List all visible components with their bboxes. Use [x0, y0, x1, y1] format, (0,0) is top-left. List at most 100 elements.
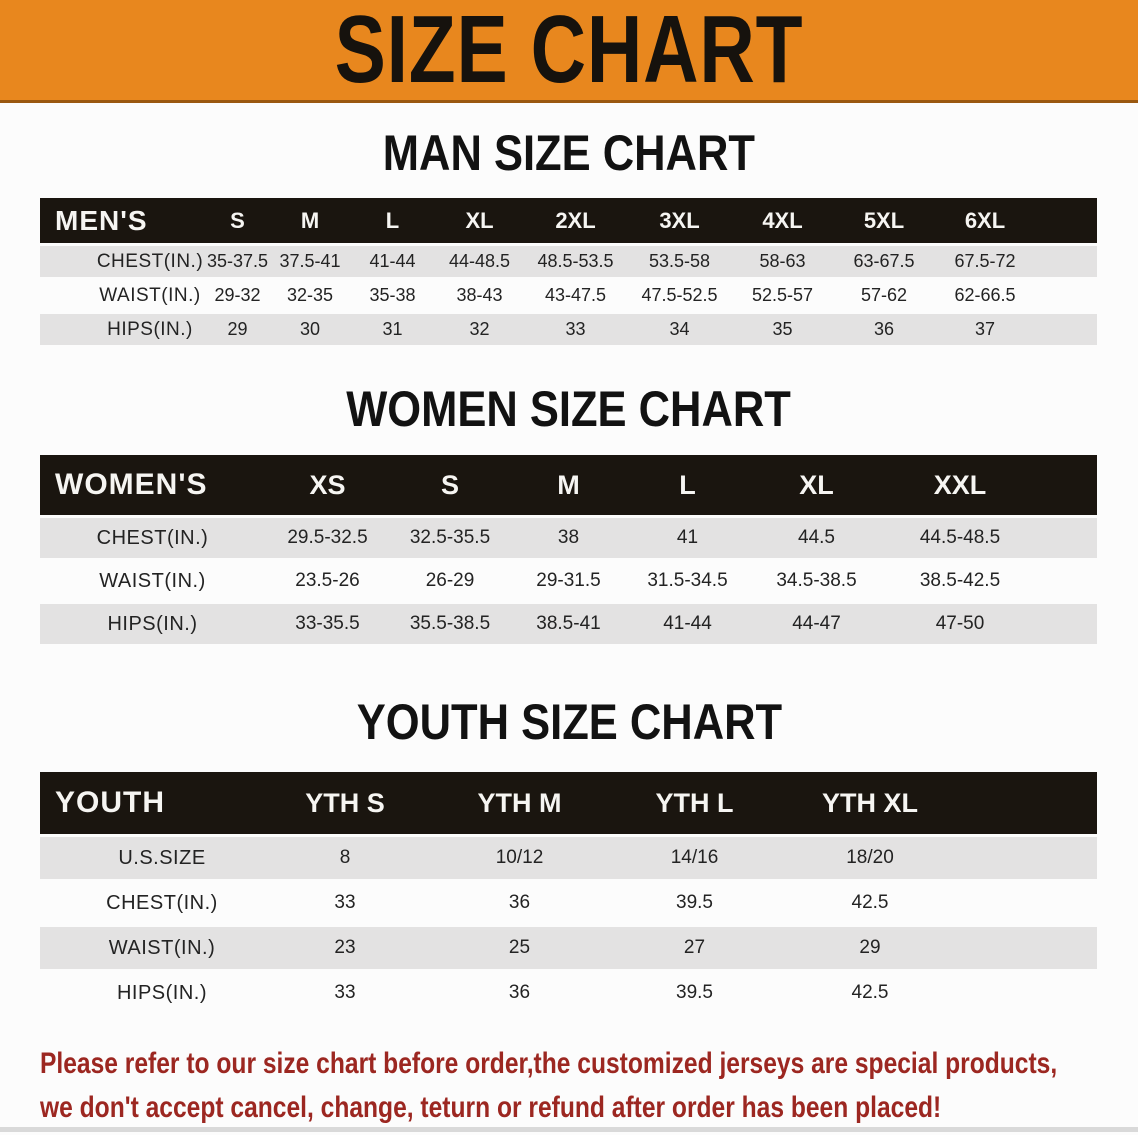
- size-header: XL: [435, 198, 524, 243]
- size-header: S: [205, 198, 270, 243]
- cell: 37: [935, 314, 1035, 345]
- cell: 31.5-34.5: [627, 561, 748, 601]
- filler-cell: [1035, 246, 1097, 277]
- size-header: M: [270, 198, 350, 243]
- cell: 36: [432, 882, 607, 924]
- cell: 29-31.5: [510, 561, 627, 601]
- row-label: HIPS(IN.): [40, 604, 265, 644]
- cell: 32-35: [270, 280, 350, 311]
- cell: 35: [732, 314, 833, 345]
- row-label: CHEST(IN.): [40, 882, 258, 924]
- filler-cell: [1035, 604, 1097, 644]
- disclaimer-line-2-text: we don't accept cancel, change, teturn o…: [40, 1091, 942, 1124]
- cell: 43-47.5: [524, 280, 627, 311]
- cell: 27: [607, 927, 782, 969]
- size-header: YTH M: [432, 772, 607, 834]
- men-size-table: MEN'S S M L XL 2XL 3XL 4XL 5XL 6XL CHEST…: [40, 195, 1097, 348]
- cell: 62-66.5: [935, 280, 1035, 311]
- cell: 44-47: [748, 604, 885, 644]
- row-label: CHEST(IN.): [40, 518, 265, 558]
- youth-header-label: YOUTH: [40, 772, 258, 834]
- filler-cell: [1035, 518, 1097, 558]
- size-header: L: [350, 198, 435, 243]
- size-header: YTH S: [258, 772, 432, 834]
- cell: 42.5: [782, 972, 958, 1014]
- table-row: WAIST(IN.) 23.5-26 26-29 29-31.5 31.5-34…: [40, 561, 1097, 601]
- women-header-label: WOMEN'S: [40, 455, 265, 515]
- table-row: CHEST(IN.) 33 36 39.5 42.5: [40, 882, 1097, 924]
- cell: 8: [258, 837, 432, 879]
- cell: 38: [510, 518, 627, 558]
- youth-section-title: YOUTH SIZE CHART: [0, 697, 1138, 747]
- cell: 25: [432, 927, 607, 969]
- table-row: U.S.SIZE 8 10/12 14/16 18/20: [40, 837, 1097, 879]
- table-row: CHEST(IN.) 29.5-32.5 32.5-35.5 38 41 44.…: [40, 518, 1097, 558]
- cell: 35.5-38.5: [390, 604, 510, 644]
- cell: 33: [258, 882, 432, 924]
- row-label: CHEST(IN.): [40, 246, 205, 277]
- table-row: CHEST(IN.) 35-37.5 37.5-41 41-44 44-48.5…: [40, 246, 1097, 277]
- cell: 53.5-58: [627, 246, 732, 277]
- cell: 41-44: [627, 604, 748, 644]
- filler-cell: [958, 927, 1097, 969]
- cell: 30: [270, 314, 350, 345]
- women-section-title-text: WOMEN SIZE CHART: [346, 381, 792, 437]
- cell: 35-37.5: [205, 246, 270, 277]
- size-header: YTH L: [607, 772, 782, 834]
- men-section-title-text: MAN SIZE CHART: [382, 125, 756, 181]
- youth-section-title-text: YOUTH SIZE CHART: [356, 694, 782, 750]
- size-header: XL: [748, 455, 885, 515]
- cell: 39.5: [607, 882, 782, 924]
- table-row: WAIST(IN.) 23 25 27 29: [40, 927, 1097, 969]
- cell: 48.5-53.5: [524, 246, 627, 277]
- size-header: L: [627, 455, 748, 515]
- size-header: XS: [265, 455, 390, 515]
- row-label: WAIST(IN.): [40, 561, 265, 601]
- cell: 34.5-38.5: [748, 561, 885, 601]
- table-row: HIPS(IN.) 33 36 39.5 42.5: [40, 972, 1097, 1014]
- cell: 29-32: [205, 280, 270, 311]
- cell: 41: [627, 518, 748, 558]
- size-header: YTH XL: [782, 772, 958, 834]
- disclaimer-line-1-text: Please refer to our size chart before or…: [40, 1047, 1058, 1080]
- filler-cell: [1035, 198, 1097, 243]
- cell: 58-63: [732, 246, 833, 277]
- cell: 35-38: [350, 280, 435, 311]
- cell: 14/16: [607, 837, 782, 879]
- cell: 57-62: [833, 280, 935, 311]
- cell: 37.5-41: [270, 246, 350, 277]
- size-header: 6XL: [935, 198, 1035, 243]
- cell: 32.5-35.5: [390, 518, 510, 558]
- cell: 42.5: [782, 882, 958, 924]
- cell: 34: [627, 314, 732, 345]
- cell: 10/12: [432, 837, 607, 879]
- table-row: HIPS(IN.) 33-35.5 35.5-38.5 38.5-41 41-4…: [40, 604, 1097, 644]
- men-header-row: MEN'S S M L XL 2XL 3XL 4XL 5XL 6XL: [40, 198, 1097, 243]
- filler-cell: [1035, 314, 1097, 345]
- cell: 33: [258, 972, 432, 1014]
- banner-title: SIZE CHART: [334, 0, 804, 103]
- filler-cell: [958, 772, 1097, 834]
- cell: 63-67.5: [833, 246, 935, 277]
- men-section-title: MAN SIZE CHART: [0, 128, 1138, 178]
- disclaimer: Please refer to our size chart before or…: [40, 1042, 1138, 1130]
- cell: 23: [258, 927, 432, 969]
- cell: 31: [350, 314, 435, 345]
- women-section-title: WOMEN SIZE CHART: [0, 384, 1138, 434]
- men-header-label: MEN'S: [40, 198, 205, 243]
- cell: 36: [432, 972, 607, 1014]
- table-row: WAIST(IN.) 29-32 32-35 35-38 38-43 43-47…: [40, 280, 1097, 311]
- row-label: WAIST(IN.): [40, 280, 205, 311]
- women-header-row: WOMEN'S XS S M L XL XXL: [40, 455, 1097, 515]
- filler-cell: [1035, 561, 1097, 601]
- youth-header-row: YOUTH YTH S YTH M YTH L YTH XL: [40, 772, 1097, 834]
- cell: 47-50: [885, 604, 1035, 644]
- banner: SIZE CHART: [0, 0, 1138, 103]
- cell: 33-35.5: [265, 604, 390, 644]
- cell: 23.5-26: [265, 561, 390, 601]
- filler-cell: [958, 972, 1097, 1014]
- cell: 44.5: [748, 518, 885, 558]
- cell: 39.5: [607, 972, 782, 1014]
- cell: 33: [524, 314, 627, 345]
- row-label: HIPS(IN.): [40, 314, 205, 345]
